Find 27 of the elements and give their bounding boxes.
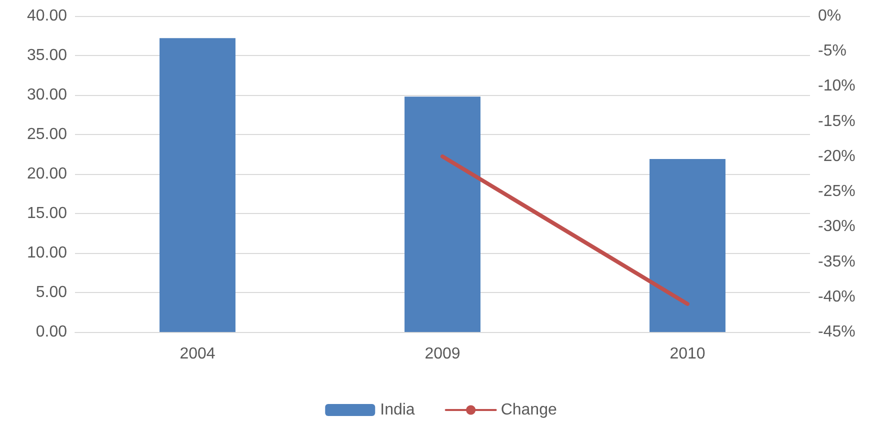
legend-label: Change: [500, 402, 557, 418]
y-tick-label: 10.00: [26, 244, 68, 262]
x-tick-label: 2009: [424, 346, 460, 362]
y2-tick-label: 0%: [818, 8, 842, 24]
y-tick-label: 0.00: [36, 324, 68, 340]
y2-tick-label: -30%: [818, 218, 856, 236]
y-tick-label: 35.00: [26, 47, 68, 64]
y-tick-label: 20.00: [26, 166, 68, 182]
y2-tick-label: -15%: [818, 112, 856, 130]
y2-tick-label: -45%: [818, 324, 856, 340]
legend-label: India: [380, 402, 415, 418]
bar: [650, 158, 726, 332]
x-tick-label: 2010: [670, 346, 706, 362]
y2-tick-label: -5%: [818, 42, 846, 60]
y-tick-label: 5.00: [36, 284, 68, 301]
y-tick-label: 30.00: [26, 86, 68, 104]
y2-tick-label: -20%: [818, 148, 856, 165]
y-tick-label: 25.00: [26, 126, 68, 143]
bar: [404, 96, 480, 332]
y-tick-label: 40.00: [26, 8, 68, 24]
y2-tick-label: -25%: [818, 183, 856, 200]
y-tick-label: 15.00: [26, 205, 68, 222]
x-tick-label: 2004: [180, 346, 216, 362]
bar: [160, 38, 236, 332]
y2-tick-label: -40%: [818, 288, 856, 306]
y2-tick-label: -35%: [818, 253, 856, 270]
y2-tick-label: -10%: [818, 78, 856, 95]
